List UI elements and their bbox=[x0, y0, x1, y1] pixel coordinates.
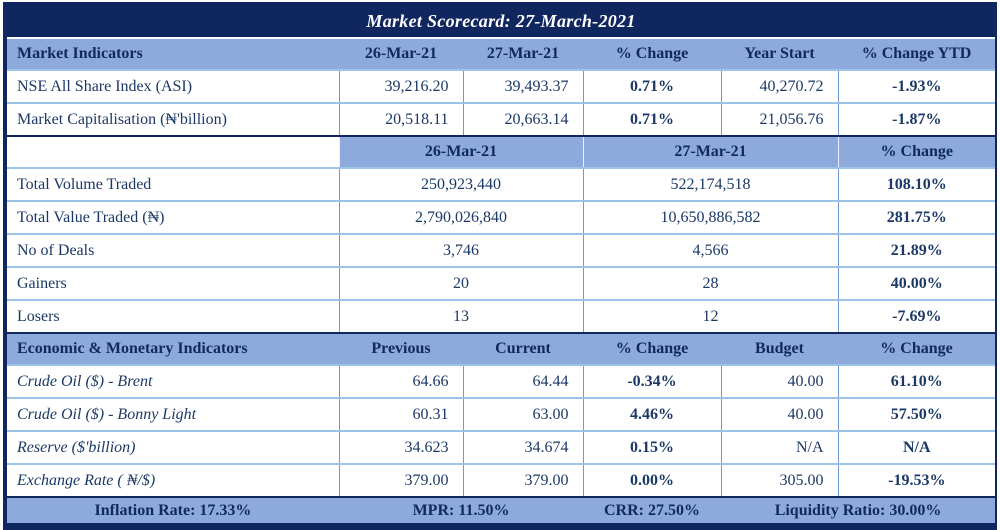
row-label: Market Capitalisation (₦'billion) bbox=[7, 102, 339, 136]
header-pct-change-ytd: % Change YTD bbox=[838, 38, 996, 70]
row-no-of-deals: No of Deals 3,746 4,566 21.89% bbox=[7, 233, 996, 267]
value-year-start: 21,056.76 bbox=[720, 102, 838, 136]
header-year-start: Year Start bbox=[721, 38, 838, 70]
header-economic-indicators: Economic & Monetary Indicators bbox=[7, 332, 339, 365]
value-budget-change: N/A bbox=[837, 430, 996, 464]
footer-row: Inflation Rate: 17.33% MPR: 11.50% CRR: … bbox=[7, 496, 996, 523]
row-label: Crude Oil ($) - Bonny Light bbox=[7, 397, 339, 431]
value-change: -0.34% bbox=[582, 364, 721, 398]
row-total-value: Total Value Traded (₦) 2,790,026,840 10,… bbox=[7, 200, 996, 234]
row-total-volume: Total Volume Traded 250,923,440 522,174,… bbox=[7, 167, 996, 201]
value-change: 0.71% bbox=[582, 102, 721, 136]
market-indicators-header-row: Market Indicators 26-Mar-21 27-Mar-21 % … bbox=[7, 38, 996, 70]
value-curr: 522,174,518 bbox=[582, 167, 838, 201]
header-pct-change: % Change bbox=[583, 332, 721, 365]
row-label: Reserve ($'billion) bbox=[7, 430, 339, 464]
row-gainers: Gainers 20 28 40.00% bbox=[7, 266, 996, 300]
footer-mpr: MPR: 11.50% bbox=[339, 496, 583, 523]
value-curr: 20,663.14 bbox=[462, 102, 583, 136]
row-reserve: Reserve ($'billion) 34.623 34.674 0.15% … bbox=[7, 430, 996, 464]
value-budget-change: 57.50% bbox=[837, 397, 996, 431]
row-label: Losers bbox=[7, 299, 339, 333]
header-previous: Previous bbox=[339, 332, 463, 365]
row-label: Total Value Traded (₦) bbox=[7, 200, 339, 234]
header-market-indicators: Market Indicators bbox=[7, 38, 339, 70]
row-label: Crude Oil ($) - Brent bbox=[7, 364, 339, 398]
value-current: 34.674 bbox=[462, 430, 583, 464]
activity-header-prev: 26-Mar-21 bbox=[338, 135, 583, 168]
scorecard-card: Market Scorecard: 27-March-2021 Market I… bbox=[3, 2, 997, 530]
scorecard-table: Market Scorecard: 27-March-2021 Market I… bbox=[7, 6, 996, 523]
header-pct-change: % Change bbox=[583, 38, 721, 70]
activity-header-curr: 27-Mar-21 bbox=[582, 135, 838, 168]
page-title: Market Scorecard: 27-March-2021 bbox=[7, 6, 996, 38]
value-prev: 2,790,026,840 bbox=[338, 200, 583, 234]
value-ytd: -1.93% bbox=[837, 69, 996, 103]
row-exchange-rate: Exchange Rate ( ₦/$) 379.00 379.00 0.00%… bbox=[7, 463, 996, 497]
value-prev: 250,923,440 bbox=[338, 167, 583, 201]
value-previous: 60.31 bbox=[338, 397, 463, 431]
value-curr: 4,566 bbox=[582, 233, 838, 267]
row-label: NSE All Share Index (ASI) bbox=[7, 69, 339, 103]
value-budget-change: 61.10% bbox=[837, 364, 996, 398]
row-label: No of Deals bbox=[7, 233, 339, 267]
header-date-prev: 26-Mar-21 bbox=[339, 38, 463, 70]
value-prev: 20 bbox=[338, 266, 583, 300]
title-bar: Market Scorecard: 27-March-2021 bbox=[7, 6, 996, 38]
value-budget: 40.00 bbox=[720, 364, 838, 398]
value-change: 4.46% bbox=[582, 397, 721, 431]
activity-header-change: % Change bbox=[837, 135, 996, 168]
activity-header-row: 26-Mar-21 27-Mar-21 % Change bbox=[7, 135, 996, 168]
row-losers: Losers 13 12 -7.69% bbox=[7, 299, 996, 333]
value-curr: 39,493.37 bbox=[462, 69, 583, 103]
header-budget: Budget bbox=[721, 332, 838, 365]
value-change: 0.15% bbox=[582, 430, 721, 464]
value-prev: 3,746 bbox=[338, 233, 583, 267]
value-current: 64.44 bbox=[462, 364, 583, 398]
value-change: 108.10% bbox=[837, 167, 996, 201]
value-budget: N/A bbox=[720, 430, 838, 464]
value-previous: 34.623 bbox=[338, 430, 463, 464]
row-nse-asi: NSE All Share Index (ASI) 39,216.20 39,4… bbox=[7, 69, 996, 103]
value-previous: 379.00 bbox=[338, 463, 463, 497]
row-label: Gainers bbox=[7, 266, 339, 300]
value-prev: 13 bbox=[338, 299, 583, 333]
value-change: 40.00% bbox=[837, 266, 996, 300]
value-curr: 10,650,886,582 bbox=[582, 200, 838, 234]
footer-crr: CRR: 27.50% bbox=[583, 496, 721, 523]
row-label: Exchange Rate ( ₦/$) bbox=[7, 463, 339, 497]
value-change: 0.71% bbox=[582, 69, 721, 103]
value-curr: 28 bbox=[582, 266, 838, 300]
value-curr: 12 bbox=[582, 299, 838, 333]
footer-inflation-rate: Inflation Rate: 17.33% bbox=[7, 496, 339, 523]
value-ytd: -1.87% bbox=[837, 102, 996, 136]
value-prev: 39,216.20 bbox=[338, 69, 463, 103]
footer-liquidity-ratio: Liquidity Ratio: 30.00% bbox=[721, 496, 996, 523]
value-budget-change: -19.53% bbox=[837, 463, 996, 497]
value-year-start: 40,270.72 bbox=[720, 69, 838, 103]
value-current: 379.00 bbox=[462, 463, 583, 497]
row-crude-bonny-light: Crude Oil ($) - Bonny Light 60.31 63.00 … bbox=[7, 397, 996, 431]
economic-header-row: Economic & Monetary Indicators Previous … bbox=[7, 332, 996, 365]
value-change: -7.69% bbox=[837, 299, 996, 333]
value-prev: 20,518.11 bbox=[338, 102, 463, 136]
value-budget: 40.00 bbox=[720, 397, 838, 431]
row-label: Total Volume Traded bbox=[7, 167, 339, 201]
value-previous: 64.66 bbox=[338, 364, 463, 398]
value-change: 281.75% bbox=[837, 200, 996, 234]
header-date-curr: 27-Mar-21 bbox=[463, 38, 583, 70]
activity-header-blank bbox=[7, 135, 339, 168]
value-change: 21.89% bbox=[837, 233, 996, 267]
value-change: 0.00% bbox=[582, 463, 721, 497]
row-market-cap: Market Capitalisation (₦'billion) 20,518… bbox=[7, 102, 996, 136]
header-current: Current bbox=[463, 332, 583, 365]
header-budget-pct-change: % Change bbox=[838, 332, 996, 365]
value-budget: 305.00 bbox=[720, 463, 838, 497]
value-current: 63.00 bbox=[462, 397, 583, 431]
row-crude-brent: Crude Oil ($) - Brent 64.66 64.44 -0.34%… bbox=[7, 364, 996, 398]
